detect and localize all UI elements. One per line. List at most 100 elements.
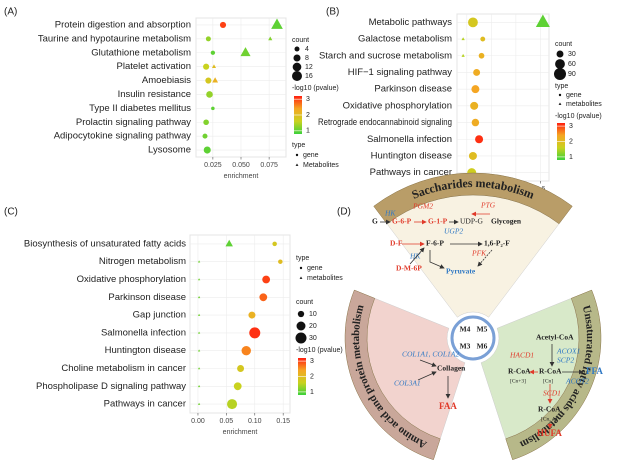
point [471, 118, 480, 127]
point [233, 382, 242, 391]
chain: [Cn+3] [510, 378, 526, 384]
category-label: Gap junction [133, 310, 186, 321]
legend-title: -log10 (pvalue) [555, 113, 602, 120]
point [473, 68, 481, 76]
legend-label: 90 [568, 71, 576, 78]
chain: [Cn, Δ] [541, 416, 558, 422]
panel-label: (D) [337, 207, 351, 218]
metabolite: UDP-G [460, 217, 484, 226]
metabolite: G-6-P [392, 217, 412, 226]
metabolite: R-CoA [508, 367, 531, 376]
x-axis-label: enrichment [223, 429, 258, 436]
sector-band [505, 289, 602, 461]
legend-label: 3 [306, 96, 310, 103]
center-label: M4 [460, 325, 471, 334]
point [278, 259, 283, 264]
legend-size [293, 54, 301, 62]
center-ring [450, 315, 496, 361]
point [197, 260, 201, 263]
category-label: Salmonella infection [101, 327, 186, 338]
legend-size [292, 71, 302, 81]
point [227, 399, 238, 410]
x-tick-label: 0.15 [276, 418, 290, 425]
point [203, 63, 210, 70]
gene: COL3A1 [394, 379, 421, 388]
point [461, 53, 465, 57]
x-tick-label: 0.075 [260, 162, 278, 169]
point [197, 384, 201, 388]
legend-label: gene [566, 92, 582, 99]
x-tick-label: 0.05 [220, 418, 234, 425]
x-tick-label: 0.00 [191, 418, 205, 425]
metabolite: 1,6-P₂-F [484, 239, 510, 248]
point [197, 349, 201, 352]
legend-size [556, 50, 564, 58]
category-label: Retrograde endocannabinoid signaling [318, 117, 452, 128]
x-axis-label: enrichment [224, 173, 259, 180]
legend-size [554, 68, 566, 80]
legend-title: count [296, 299, 313, 306]
point [480, 36, 486, 42]
category-label: Lysosome [148, 145, 191, 156]
metabolite: F-6-P [426, 239, 444, 248]
point [259, 293, 268, 302]
legend-label: 12 [305, 64, 313, 71]
point [197, 402, 201, 405]
top-labels: PGM2 PTG HK G G-6-P G-1-P UDP-G Glycogen… [372, 201, 522, 276]
legend-label: 8 [305, 55, 309, 62]
legend-title: count [555, 41, 572, 48]
point [225, 239, 233, 247]
point [202, 133, 208, 139]
legend-label: 16 [305, 73, 313, 80]
center-label: M6 [477, 342, 488, 351]
enzyme: SCD1 [543, 389, 561, 398]
legend-title: -log10 (pvalue) [292, 85, 339, 92]
point [271, 18, 283, 29]
legend-label: 30 [309, 335, 317, 342]
point [241, 345, 251, 356]
enzyme: PFK [471, 249, 487, 258]
category-label: Adipocytokine signaling pathway [54, 131, 192, 142]
charts: (A) Protein digestion and absorption Tauri… [4, 7, 602, 436]
legend-glyph [295, 153, 299, 157]
legend-size [294, 46, 300, 52]
metabolite: D-M-6P [396, 264, 422, 273]
legend-size [297, 310, 305, 318]
legend-glyph [558, 102, 562, 105]
point [478, 52, 485, 59]
chain: [Cn] [543, 378, 553, 384]
legend-label: 30 [568, 51, 576, 58]
point [197, 278, 201, 281]
x-tick-label: 0.10 [248, 418, 262, 425]
point [197, 331, 201, 334]
legend-label: 20 [309, 323, 317, 330]
category-label: Taurine and hypotaurine metabolism [38, 33, 191, 44]
category-label: Nitrogen metabolism [99, 256, 186, 267]
point [219, 21, 227, 29]
point [468, 151, 477, 160]
category-label: Oxidative phosphorylation [343, 100, 452, 111]
arrow [409, 247, 425, 265]
enzyme: HACD1 [509, 351, 534, 360]
legend-label: 2 [306, 112, 310, 119]
legend-label: gene [303, 152, 319, 159]
chart: (A) Protein digestion and absorption Tauri… [4, 7, 339, 180]
point [203, 119, 209, 126]
category-label: Type II diabetes mellitus [89, 103, 191, 114]
gene: COL1A1, COL1A2 [402, 350, 459, 359]
category-label: HIF−1 signaling pathway [348, 67, 453, 78]
legend-size [292, 62, 302, 72]
point [210, 50, 216, 55]
arrow [477, 249, 493, 267]
enzyme: HK [409, 252, 421, 261]
metabolite: FFA [586, 366, 603, 376]
metabolite: D-F [390, 239, 403, 248]
category-label: Choline metabolism in cancer [61, 363, 186, 374]
x-tick-label: 0.025 [204, 162, 222, 169]
enzyme: ACOX1 [556, 347, 580, 356]
chart: (C) Biosynthesis of unsaturated fatty aci… [4, 207, 343, 436]
metabolite: Acetyl-CoA [536, 333, 574, 342]
legend-label: 2 [569, 138, 573, 145]
point [262, 275, 271, 284]
point [249, 327, 261, 339]
